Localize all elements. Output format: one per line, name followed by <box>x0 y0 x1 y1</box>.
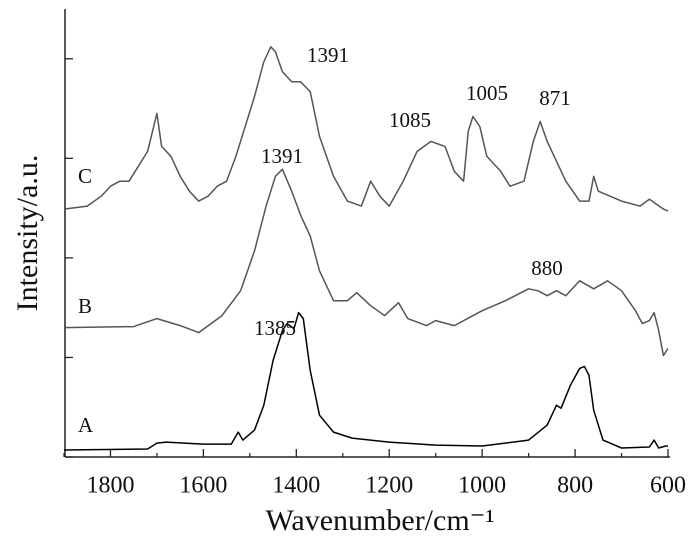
y-axis-title: Intensity/a.u. <box>11 155 44 312</box>
peak-annotation: 880 <box>531 256 563 280</box>
series-label: A <box>78 413 94 437</box>
x-tick-label: 1200 <box>365 473 413 499</box>
series-label: C <box>78 164 92 188</box>
x-axis-title: Wavenumber/cm⁻¹ <box>266 504 495 537</box>
x-tick-label: 1400 <box>272 473 320 499</box>
peak-annotation: 871 <box>539 86 571 110</box>
peak-annotation: 1391 <box>307 43 349 67</box>
series-label: B <box>78 294 92 318</box>
peak-annotation: 1085 <box>389 108 431 132</box>
x-tick-label: 600 <box>650 473 686 499</box>
x-tick-label: 800 <box>557 473 593 499</box>
spectrum-line <box>63 311 668 451</box>
spectrum-line <box>63 46 669 212</box>
peak-annotation: 1005 <box>466 81 508 105</box>
peak-annotation: 1385 <box>254 316 296 340</box>
x-tick-label: 1000 <box>458 473 506 499</box>
peak-annotation: 1391 <box>261 144 303 168</box>
x-tick-label: 1800 <box>86 473 134 499</box>
x-tick-label: 1600 <box>179 473 227 499</box>
spectrum-line <box>63 168 669 357</box>
